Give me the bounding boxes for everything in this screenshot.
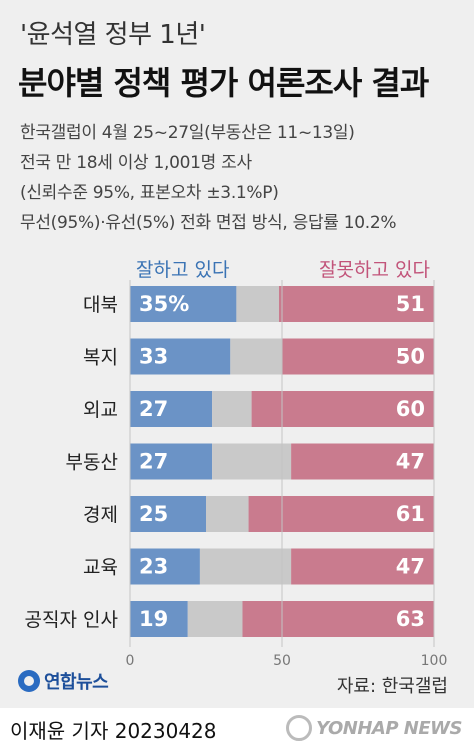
value-label-positive: 25 xyxy=(139,502,168,526)
brand-text: YONHAP NEWS xyxy=(316,717,462,739)
bar-positive xyxy=(130,601,188,637)
value-label-positive: 33 xyxy=(139,345,168,369)
bar-neutral xyxy=(187,601,243,637)
category-label: 공직자 인사 xyxy=(25,609,118,631)
value-label-negative: 47 xyxy=(396,555,425,579)
bar-positive xyxy=(130,443,213,480)
source-note: 자료: 한국갤럽 xyxy=(336,676,448,697)
value-label-positive: 23 xyxy=(139,555,168,579)
yonhap-logo: 연합뉴스 xyxy=(18,668,109,694)
value-label-positive: 35% xyxy=(139,292,189,316)
value-label-negative: 51 xyxy=(396,292,425,316)
bar-positive xyxy=(130,338,231,375)
bar-positive xyxy=(130,548,200,585)
bar-negative xyxy=(278,286,434,322)
logo-text: 연합뉴스 xyxy=(44,672,109,693)
value-label-negative: 60 xyxy=(396,397,425,421)
bar-positive xyxy=(130,496,206,532)
bar-neutral xyxy=(206,496,249,532)
category-label: 외교 xyxy=(83,399,118,421)
bar-positive xyxy=(130,391,213,427)
page-title: 분야별 정책 평가 여론조사 결과 xyxy=(18,64,429,102)
category-label: 경제 xyxy=(83,504,118,526)
value-label-negative: 47 xyxy=(396,450,425,474)
value-label-positive: 27 xyxy=(139,397,168,421)
value-label-negative: 50 xyxy=(396,345,425,369)
stacked-bar-chart: 대북 35% 51 복지 33 50 외교 27 60 부동산 27 47 경제 25 61 교육 23 47 공직… xyxy=(25,280,448,669)
survey-info-line: (신뢰수준 95%, 표본오차 ±3.1%P) xyxy=(20,183,279,203)
category-label: 복지 xyxy=(83,347,118,369)
value-label-positive: 19 xyxy=(139,607,168,631)
survey-info-line: 한국갤럽이 4월 25~27일(부동산은 11~13일) xyxy=(20,123,355,143)
bar-neutral xyxy=(212,391,252,427)
brand-mark-icon xyxy=(286,715,313,741)
x-tick-label: 50 xyxy=(273,653,291,669)
bar-negative xyxy=(242,601,434,637)
bar-neutral xyxy=(230,338,282,375)
category-label: 부동산 xyxy=(66,452,118,474)
value-label-negative: 61 xyxy=(396,502,425,526)
bar-negative xyxy=(291,548,434,585)
byline: 이재윤 기자 20230428 xyxy=(10,719,217,743)
legend-positive: 잘하고 있다 xyxy=(136,259,230,281)
bar-negative xyxy=(282,338,434,375)
subtitle: '윤석열 정부 1년' xyxy=(20,20,206,50)
x-tick-label: 100 xyxy=(421,653,448,669)
bar-neutral xyxy=(236,286,279,322)
bar-neutral xyxy=(199,548,292,585)
brand-watermark: YONHAP NEWS xyxy=(286,715,462,741)
logo-mark-icon xyxy=(18,670,40,692)
survey-info-line: 무선(95%)·유선(5%) 전화 면접 방식, 응답률 10.2% xyxy=(20,213,397,233)
bar-positive xyxy=(130,286,237,322)
value-label-negative: 63 xyxy=(396,607,425,631)
survey-info-line: 전국 만 18세 이상 1,001명 조사 xyxy=(20,153,252,173)
value-label-positive: 27 xyxy=(139,450,168,474)
category-label: 대북 xyxy=(83,294,118,316)
bar-negative xyxy=(291,443,434,480)
legend-negative: 잘못하고 있다 xyxy=(319,259,430,281)
category-label: 교육 xyxy=(83,557,118,579)
x-tick-label: 0 xyxy=(126,653,135,669)
bar-neutral xyxy=(212,443,292,480)
bar-negative xyxy=(248,496,434,532)
